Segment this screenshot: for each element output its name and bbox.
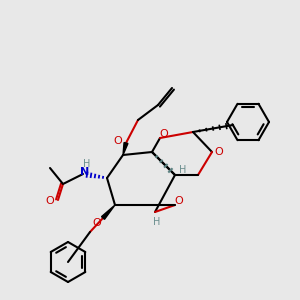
Text: O: O — [214, 147, 224, 157]
Text: H: H — [153, 217, 161, 227]
Text: N: N — [80, 167, 90, 177]
Text: O: O — [114, 136, 122, 146]
Text: O: O — [175, 196, 183, 206]
Text: H: H — [179, 165, 187, 175]
Text: H: H — [83, 159, 91, 169]
Text: O: O — [46, 196, 54, 206]
Text: O: O — [160, 129, 168, 139]
Text: O: O — [93, 218, 101, 228]
Polygon shape — [101, 205, 115, 219]
Polygon shape — [123, 142, 128, 155]
